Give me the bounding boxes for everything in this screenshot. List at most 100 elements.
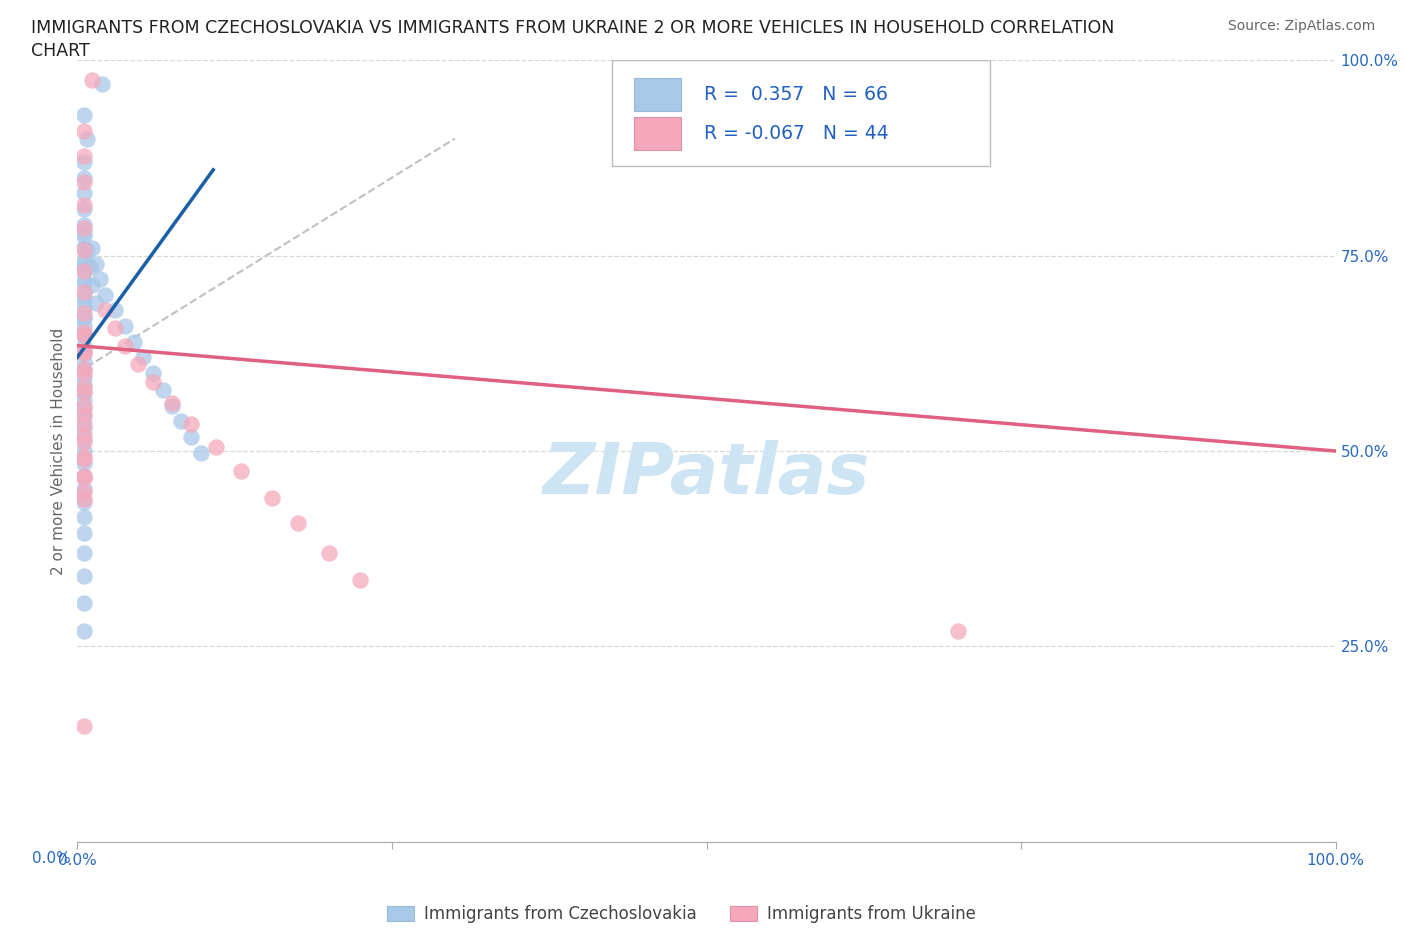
Point — [72, 217, 94, 232]
Point — [72, 365, 94, 380]
Point — [72, 319, 94, 334]
Point — [72, 311, 94, 325]
Point — [72, 275, 94, 290]
Text: IMMIGRANTS FROM CZECHOSLOVAKIA VS IMMIGRANTS FROM UKRAINE 2 OR MORE VEHICLES IN : IMMIGRANTS FROM CZECHOSLOVAKIA VS IMMIGR… — [31, 19, 1115, 36]
Point — [72, 420, 94, 435]
Point — [72, 339, 94, 353]
FancyBboxPatch shape — [634, 78, 682, 112]
Point — [72, 310, 94, 325]
Point — [114, 339, 136, 353]
Point — [94, 287, 117, 302]
Point — [72, 410, 94, 425]
Point — [72, 252, 94, 267]
Point — [72, 428, 94, 443]
Point — [72, 202, 94, 217]
Point — [72, 492, 94, 507]
Point — [948, 623, 970, 638]
Point — [262, 490, 284, 505]
Point — [72, 362, 94, 377]
Point — [72, 328, 94, 343]
Point — [72, 568, 94, 583]
Point — [169, 414, 191, 429]
Point — [72, 256, 94, 271]
Point — [72, 242, 94, 257]
Point — [84, 295, 107, 310]
Point — [152, 382, 174, 397]
Point — [72, 379, 94, 394]
Point — [72, 325, 94, 339]
Legend: Immigrants from Czechoslovakia, Immigrants from Ukraine: Immigrants from Czechoslovakia, Immigran… — [381, 898, 983, 930]
Point — [72, 623, 94, 638]
Point — [72, 353, 94, 368]
Point — [72, 124, 94, 139]
Point — [72, 450, 94, 465]
FancyBboxPatch shape — [634, 117, 682, 151]
Point — [104, 320, 127, 335]
Point — [160, 398, 183, 413]
Point — [72, 369, 94, 384]
Point — [72, 362, 94, 377]
Point — [72, 291, 94, 306]
Point — [349, 573, 371, 588]
Point — [204, 440, 226, 455]
Point — [104, 303, 127, 318]
Point — [82, 241, 104, 256]
Point — [142, 365, 165, 380]
Text: 0.0%: 0.0% — [32, 851, 72, 866]
Point — [89, 272, 111, 286]
Point — [72, 343, 94, 358]
Point — [72, 485, 94, 499]
Point — [79, 260, 101, 275]
Point — [127, 356, 149, 371]
Point — [76, 131, 98, 146]
Point — [72, 417, 94, 432]
Point — [72, 186, 94, 201]
Point — [72, 398, 94, 413]
Point — [318, 545, 340, 560]
Point — [160, 395, 183, 410]
Point — [72, 378, 94, 392]
Point — [72, 328, 94, 343]
Point — [84, 256, 107, 271]
Point — [72, 406, 94, 421]
Point — [72, 444, 94, 458]
Text: Source: ZipAtlas.com: Source: ZipAtlas.com — [1227, 19, 1375, 33]
Point — [72, 170, 94, 185]
Point — [72, 287, 94, 302]
Point — [180, 430, 202, 445]
Point — [72, 456, 94, 471]
Point — [229, 463, 252, 478]
Point — [91, 76, 114, 91]
Point — [72, 264, 94, 279]
Point — [72, 273, 94, 288]
Point — [72, 545, 94, 560]
Point — [72, 305, 94, 320]
Point — [72, 469, 94, 484]
Text: R = -0.067   N = 44: R = -0.067 N = 44 — [704, 125, 889, 143]
Point — [72, 241, 94, 256]
Point — [72, 495, 94, 510]
Point — [72, 264, 94, 279]
Point — [72, 299, 94, 314]
Point — [72, 328, 94, 343]
Point — [72, 229, 94, 244]
FancyBboxPatch shape — [612, 60, 990, 166]
Point — [94, 303, 117, 318]
Point — [132, 350, 155, 365]
Point — [72, 148, 94, 163]
Point — [72, 392, 94, 407]
Text: CHART: CHART — [31, 42, 90, 60]
Point — [72, 346, 94, 361]
Point — [76, 242, 98, 257]
Point — [72, 719, 94, 734]
Point — [72, 385, 94, 400]
Point — [72, 596, 94, 611]
Point — [72, 385, 94, 400]
Point — [72, 174, 94, 189]
Point — [72, 225, 94, 240]
Point — [180, 417, 202, 432]
Point — [72, 401, 94, 416]
Point — [72, 525, 94, 540]
Point — [72, 241, 94, 256]
Point — [72, 154, 94, 169]
